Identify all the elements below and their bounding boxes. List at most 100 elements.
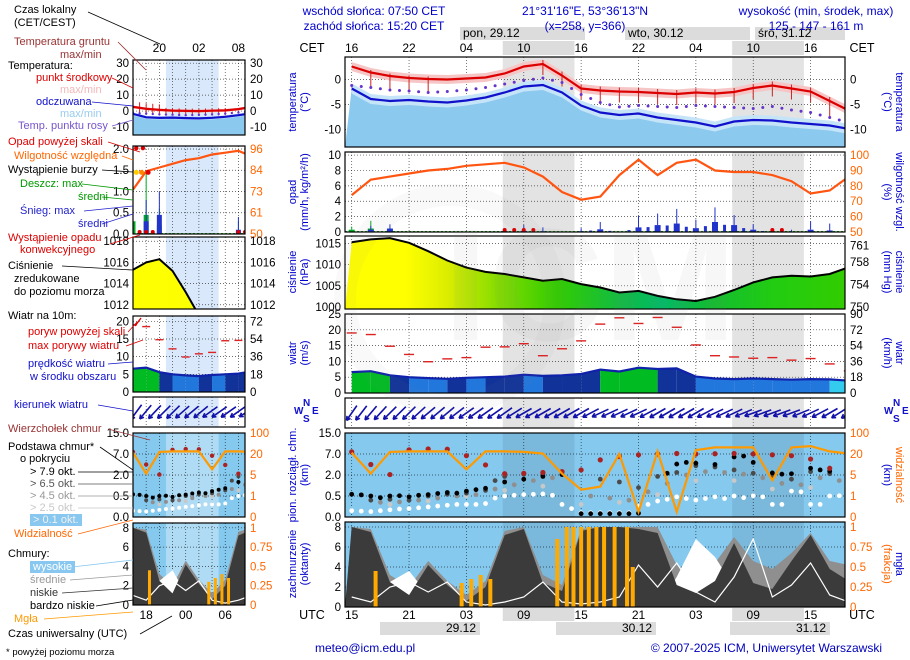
pressure-line xyxy=(351,237,845,303)
wind-arrow xyxy=(706,408,724,418)
utc-tick: 15 xyxy=(574,608,588,622)
cloud-base-dot xyxy=(559,502,565,507)
cloud-base-dot xyxy=(435,503,441,509)
wind-arrow-head xyxy=(515,413,520,418)
legend-item: niskie xyxy=(30,587,59,599)
utc-tick: 06 xyxy=(219,608,233,622)
cloud-base-dot xyxy=(315,500,319,504)
y-axis-tick: 0 xyxy=(335,388,341,400)
legend-leader-line xyxy=(111,77,134,89)
wind-arrow xyxy=(229,406,245,418)
cloud-top-dot xyxy=(387,471,393,478)
cloud-base-dot xyxy=(760,475,766,481)
cloud-base-dot xyxy=(406,494,412,500)
wind-arrow-head xyxy=(448,414,453,419)
y-axis-tick: -5 xyxy=(331,100,341,112)
cloud-base-dot xyxy=(177,493,182,498)
precip-bar xyxy=(692,228,699,232)
wind-arrow-head xyxy=(156,413,160,419)
cloud-base-dot xyxy=(645,489,651,495)
cloud-base-dot xyxy=(817,475,823,481)
y-axis-tick: 2.0 xyxy=(113,470,129,482)
cloud-base-dot xyxy=(329,505,333,509)
cloud-base-dot xyxy=(464,488,469,494)
cloud-base-dot xyxy=(144,494,149,498)
dewpoint-dot xyxy=(617,105,621,109)
cloud-base-dot xyxy=(269,476,273,480)
cloud-base-dot xyxy=(150,508,155,513)
cloud-base-dot xyxy=(674,461,680,467)
cloud-base-dot xyxy=(636,485,641,490)
dewpoint-dot xyxy=(493,84,497,88)
y-axis-tick: 15 xyxy=(328,341,341,353)
cloud-base-dot xyxy=(203,491,208,496)
fog-bar xyxy=(630,567,635,607)
legend-item: o pokryciu xyxy=(20,453,71,465)
cloud-top-dot xyxy=(788,453,795,459)
y-axis-tick: 61 xyxy=(250,208,263,220)
y-axis-tick: 1018 xyxy=(250,236,276,248)
compass-w: W xyxy=(294,406,304,417)
y-axis-tick: 18 xyxy=(850,372,863,384)
wind-arrow-head xyxy=(220,412,224,418)
cloud-base-dot xyxy=(789,471,794,477)
cloud-base-dot xyxy=(521,492,527,497)
legend-item: > 7.9 okt. xyxy=(30,466,76,478)
wind-arrow-head xyxy=(649,413,653,418)
y-axis-tick: 18 xyxy=(250,369,263,381)
wind-arrow xyxy=(620,408,638,418)
axis-title-line: (m/s) xyxy=(299,340,311,366)
legend-item: bardzo niskie xyxy=(30,600,95,612)
wind-arrow-head xyxy=(364,415,367,421)
wind-arrow-head xyxy=(420,414,424,420)
y-axis-tick: 0 xyxy=(850,388,856,400)
cloud-top-dot xyxy=(769,452,775,458)
y-axis-tick: 5 xyxy=(850,470,856,482)
cloud-top-dot xyxy=(521,470,527,476)
utc-tick: 18 xyxy=(139,608,153,622)
cloud-base-dot xyxy=(741,495,747,501)
y-axis-tick: 20 xyxy=(328,325,341,337)
cloud-line xyxy=(351,537,845,606)
panel-border xyxy=(344,235,846,310)
panel-content xyxy=(345,527,845,607)
wind-arrow xyxy=(373,405,388,421)
wind-direction-segment xyxy=(638,367,658,393)
legend-item: Mgła xyxy=(14,613,38,625)
cloud-base-dot xyxy=(276,473,280,477)
cloud-base-dot xyxy=(397,499,402,505)
y-axis-tick: 15.0 xyxy=(107,428,129,440)
time-zone-label: CET xyxy=(850,41,875,55)
y-axis-tick: 758 xyxy=(850,257,869,269)
legend-leader-line xyxy=(107,428,151,441)
wind-direction-segment xyxy=(676,368,696,393)
wind-arrow-head xyxy=(801,412,806,418)
cloud-base-dot xyxy=(157,497,162,502)
wind-arrow xyxy=(392,406,407,420)
pressure-fill xyxy=(345,238,845,309)
wind-direction-segment xyxy=(562,374,582,393)
wind-arrow xyxy=(439,406,455,420)
wind-arrow-head xyxy=(639,412,644,418)
cloud-base-dot xyxy=(190,496,195,501)
cloud-base-dot xyxy=(435,495,441,501)
daylight-chip xyxy=(502,608,575,621)
fog-bar xyxy=(571,527,576,607)
cloud-top-dot xyxy=(674,450,680,457)
legend-leader-line xyxy=(43,611,134,620)
panel-content xyxy=(345,237,845,309)
y-axis-tick: 10 xyxy=(328,150,341,162)
y-axis-tick: 50 xyxy=(250,229,263,241)
cloud-base-dot xyxy=(377,495,383,501)
dewpoint-dot xyxy=(277,111,279,113)
convective-dot xyxy=(144,230,149,234)
cloud-base-dot xyxy=(502,488,508,493)
fog-bar xyxy=(602,527,607,607)
contact-email[interactable]: meteo@icm.edu.pl xyxy=(315,641,416,655)
wind-arrow-head xyxy=(258,413,260,417)
cloud-base-dot xyxy=(276,502,280,506)
y-axis-tick: 0 xyxy=(123,387,129,399)
cloud-base-dot xyxy=(349,508,355,514)
axis-title-line: (frakcja) xyxy=(881,544,893,584)
